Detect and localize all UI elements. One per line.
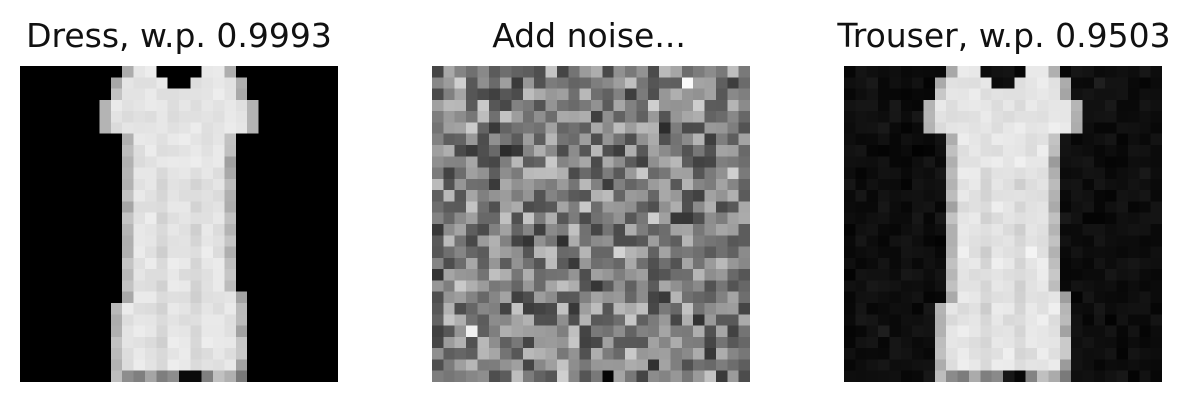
noise-image (432, 66, 750, 382)
adversarial-image-title: Trouser, w.p. 0.9503 (837, 16, 1171, 55)
adversarial-dress-image (844, 66, 1162, 382)
original-dress-image (20, 66, 338, 382)
noise-image-title: Add noise... (492, 16, 686, 55)
original-image-title: Dress, w.p. 0.9993 (26, 16, 332, 55)
